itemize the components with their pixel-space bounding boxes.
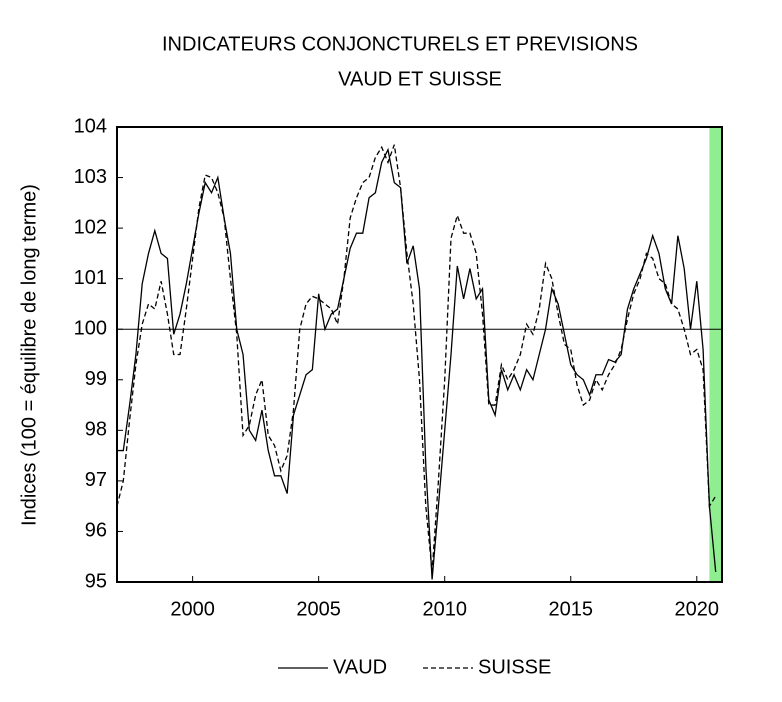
x-tick-label: 2015 xyxy=(549,598,594,620)
chart-title: INDICATEURS CONJONCTURELS ET PREVISIONS xyxy=(162,33,638,55)
y-tick-label: 98 xyxy=(85,419,107,441)
plot-frame xyxy=(116,126,723,583)
y-tick-label: 101 xyxy=(74,267,107,289)
x-tick-label: 2010 xyxy=(422,598,467,620)
legend-label: SUISSE xyxy=(478,656,551,678)
y-tick-label: 96 xyxy=(85,520,107,542)
legend-label: VAUD xyxy=(333,656,387,678)
y-axis-label: Indices (100 = équilibre de long terme) xyxy=(18,184,40,526)
x-tick-label: 2005 xyxy=(296,598,341,620)
y-tick-label: 95 xyxy=(85,570,107,592)
y-tick-label: 97 xyxy=(85,469,107,491)
y-tick-label: 103 xyxy=(74,166,107,188)
y-tick-label: 100 xyxy=(74,318,107,340)
x-tick-label: 2020 xyxy=(675,598,720,620)
series-line xyxy=(116,144,717,572)
shaded-region xyxy=(709,127,722,582)
y-tick-label: 102 xyxy=(74,216,107,238)
chart-subtitle: VAUD ET SUISSE xyxy=(338,68,502,90)
y-tick-label: 104 xyxy=(74,115,107,137)
x-tick-label: 2000 xyxy=(170,598,215,620)
series-line xyxy=(117,147,717,580)
y-tick-label: 99 xyxy=(85,368,107,390)
